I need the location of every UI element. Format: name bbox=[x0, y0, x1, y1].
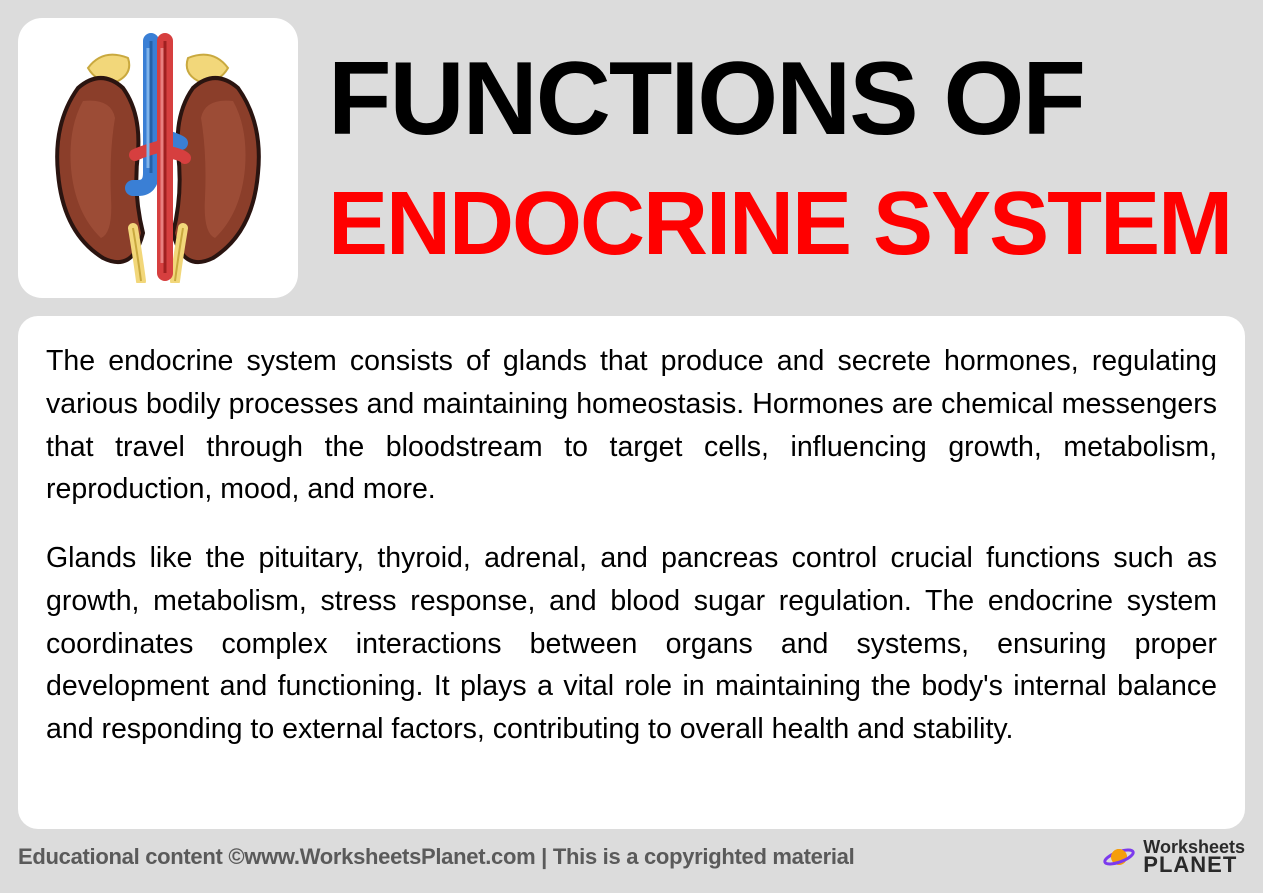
footer: Educational content ©www.WorksheetsPlane… bbox=[18, 829, 1245, 875]
header: FUNCTIONS OF ENDOCRINE SYSTEM bbox=[18, 18, 1245, 298]
title-block: FUNCTIONS OF ENDOCRINE SYSTEM bbox=[328, 47, 1245, 269]
title-line-1: FUNCTIONS OF bbox=[328, 47, 1245, 151]
footer-text: Educational content ©www.WorksheetsPlane… bbox=[18, 844, 854, 870]
content-card: The endocrine system consists of glands … bbox=[18, 316, 1245, 829]
title-line-2: ENDOCRINE SYSTEM bbox=[328, 179, 1245, 269]
paragraph-1: The endocrine system consists of glands … bbox=[46, 340, 1217, 511]
kidneys-icon bbox=[33, 33, 283, 283]
planet-icon bbox=[1101, 839, 1137, 875]
footer-logo-text: Worksheets PLANET bbox=[1143, 839, 1245, 875]
footer-logo: Worksheets PLANET bbox=[1101, 839, 1245, 875]
logo-line-2: PLANET bbox=[1143, 855, 1245, 875]
icon-container bbox=[18, 18, 298, 298]
paragraph-2: Glands like the pituitary, thyroid, adre… bbox=[46, 537, 1217, 751]
